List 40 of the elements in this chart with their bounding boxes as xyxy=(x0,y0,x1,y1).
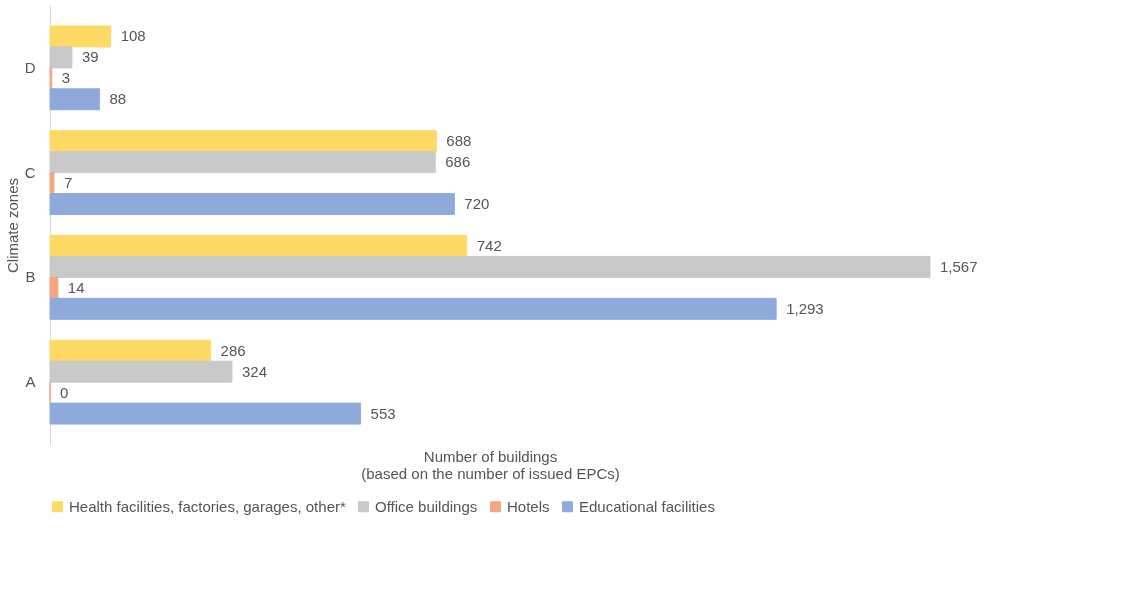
bar xyxy=(49,234,468,257)
data-label: 324 xyxy=(241,362,267,380)
data-label: 1,293 xyxy=(786,299,824,317)
bar xyxy=(49,255,931,278)
data-label: 688 xyxy=(446,132,472,150)
data-label: 720 xyxy=(464,195,490,213)
data-label: 742 xyxy=(476,236,502,254)
legend-label: Health facilities, factories, garages, other* xyxy=(69,497,346,515)
legend-label: Office buildings xyxy=(375,497,478,515)
bar xyxy=(49,130,437,153)
y-tick-label: C xyxy=(24,163,36,181)
bar xyxy=(49,297,777,320)
data-label: 686 xyxy=(445,153,471,171)
data-label: 14 xyxy=(67,278,85,296)
data-label: 1,567 xyxy=(940,257,978,275)
legend-label: Educational facilities xyxy=(579,497,715,515)
bar xyxy=(49,151,436,174)
legend-label: Hotels xyxy=(507,497,550,515)
data-label: 286 xyxy=(220,341,246,359)
data-label: 0 xyxy=(60,383,69,401)
bar xyxy=(49,46,73,69)
bar xyxy=(49,402,362,425)
bar xyxy=(49,25,112,48)
bar xyxy=(49,88,100,111)
x-axis-title: Number of buildings (based on the number of issued EPCs) xyxy=(361,447,620,482)
y-axis-title: Climate zones xyxy=(3,177,21,274)
data-label: 3 xyxy=(61,69,71,87)
bar xyxy=(49,339,212,362)
y-tick-label: B xyxy=(25,268,36,286)
bar xyxy=(49,360,233,383)
data-label: 553 xyxy=(370,404,396,422)
bar xyxy=(49,276,59,299)
bar xyxy=(49,193,455,216)
data-label: 7 xyxy=(63,174,73,192)
data-label: 108 xyxy=(120,27,146,45)
y-tick-label: A xyxy=(25,373,36,391)
bar xyxy=(49,172,55,195)
y-tick-label: D xyxy=(24,58,36,76)
data-label: 39 xyxy=(81,48,99,66)
data-label: 88 xyxy=(109,90,127,108)
